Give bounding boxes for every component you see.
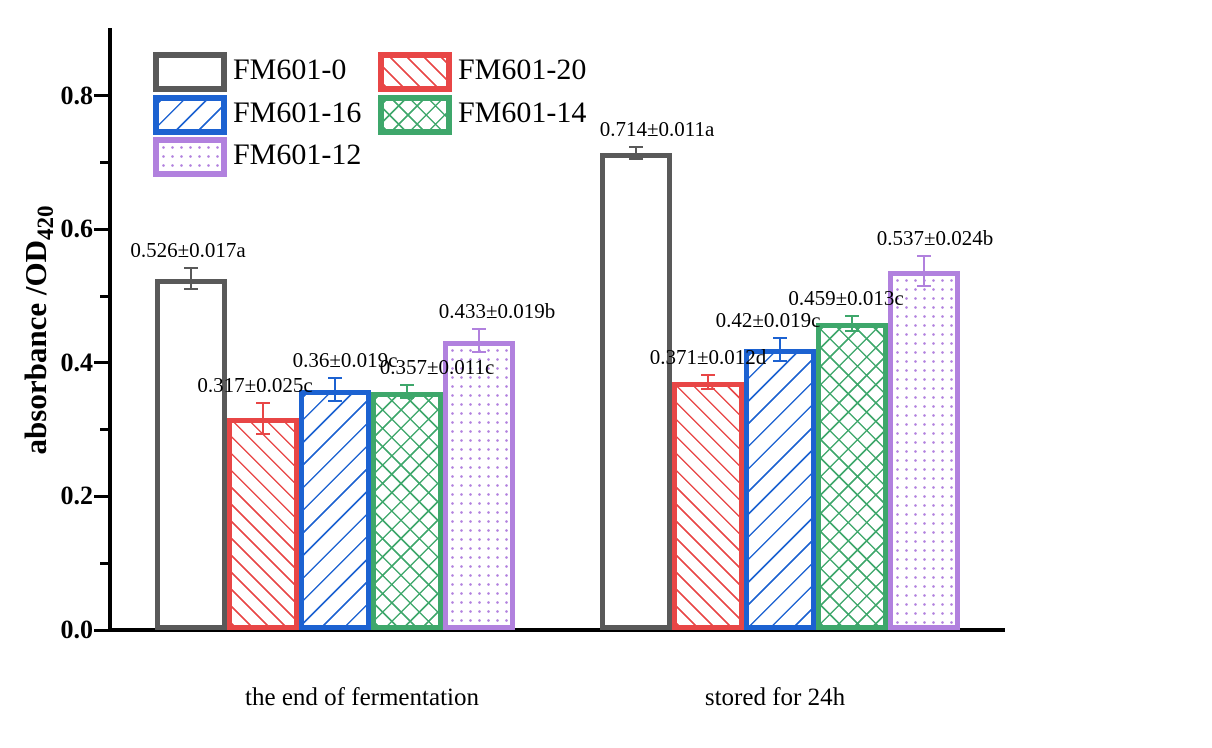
error-bar-stem (851, 314, 853, 333)
error-bar-stem (707, 374, 709, 391)
y-major-tick-0.4 (94, 361, 108, 365)
legend-swatch-FM601-0 (153, 52, 227, 92)
error-bar-cap-top (701, 374, 715, 377)
error-bar-cap-bottom (256, 432, 270, 435)
value-label-FM601-16-group2: 0.42±0.019c (715, 307, 821, 332)
error-bar-stem (923, 255, 925, 288)
y-major-tick-0.6 (94, 227, 108, 231)
value-label-FM601-0-group1: 0.526±0.017a (130, 238, 246, 263)
legend-label-FM601-16: FM601-16 (233, 96, 362, 129)
y-major-tick-0.0 (94, 628, 108, 632)
error-bar-FM601-16-group1 (327, 376, 343, 403)
y-minor-tick-0.7 (100, 160, 108, 164)
bar-FM601-20-group1 (227, 418, 299, 630)
y-tick-label-0.6: 0.6 (60, 214, 94, 244)
bar-FM601-14-group1 (371, 391, 443, 630)
legend-label-FM601-20: FM601-20 (458, 53, 587, 86)
y-axis-title-text: absorbance /OD (18, 240, 53, 455)
error-bar-cap-top (472, 328, 486, 331)
error-bar-stem (334, 376, 336, 403)
legend-swatch-FM601-16 (153, 95, 227, 135)
error-bar-cap-bottom (701, 388, 715, 391)
value-label-FM601-16-group1: 0.36±0.019c (292, 347, 398, 372)
y-minor-tick-0.3 (100, 428, 108, 432)
bar-FM601-0-group1 (155, 278, 227, 630)
bar-FM601-20-group2 (672, 382, 744, 630)
error-bar-stem (779, 336, 781, 363)
y-major-tick-0.2 (94, 494, 108, 498)
legend-label-FM601-0: FM601-0 (233, 53, 347, 86)
error-bar-stem (406, 384, 408, 399)
x-axis-spine (108, 628, 1005, 632)
error-bar-stem (262, 401, 264, 435)
error-bar-stem (478, 328, 480, 354)
plot-area: 0.526±0.017a 0.714±0.011a 0.317±0.025c 0.37… (110, 28, 1005, 630)
y-tick-label-0.0: 0.0 (60, 615, 94, 644)
y-tick-label-0.8: 0.8 (60, 80, 94, 110)
legend-swatch-FM601-14 (378, 95, 452, 135)
legend-swatch-FM601-12 (153, 137, 227, 177)
legend-swatch-FM601-20 (378, 52, 452, 92)
bar-FM601-16-group2 (744, 349, 816, 630)
error-bar-FM601-0-group2 (628, 145, 644, 161)
error-bar-FM601-20-group1 (255, 401, 271, 435)
value-label-FM601-12-group2: 0.537±0.024b (876, 226, 994, 251)
bar-FM601-14-group2 (816, 323, 888, 630)
y-tick-label-0.4: 0.4 (60, 347, 94, 377)
y-minor-tick-0.5 (100, 294, 108, 298)
bar-FM601-0-group2 (600, 153, 672, 630)
error-bar-cap-top (629, 145, 643, 148)
bar-FM601-12-group1 (443, 340, 515, 630)
x-category-label-2: stored for 24h (704, 684, 846, 711)
error-bar-cap-bottom (472, 351, 486, 354)
error-bar-cap-bottom (328, 400, 342, 403)
bar-FM601-12-group2 (888, 271, 960, 630)
error-bar-stem (635, 145, 637, 161)
error-bar-FM601-20-group2 (700, 374, 716, 391)
error-bar-cap-top (845, 314, 859, 317)
error-bar-cap-top (328, 376, 342, 379)
error-bar-cap-bottom (629, 158, 643, 161)
error-bar-cap-top (917, 255, 931, 258)
error-bar-FM601-12-group2 (916, 255, 932, 288)
error-bar-cap-top (256, 401, 270, 404)
error-bar-cap-bottom (184, 287, 198, 290)
y-major-tick-0.8 (94, 94, 108, 98)
y-axis-title: absorbance /OD420 (18, 140, 58, 520)
error-bar-cap-top (773, 336, 787, 339)
value-label-FM601-0-group2: 0.714±0.011a (599, 116, 715, 141)
y-tick-label-0.2: 0.2 (60, 481, 94, 511)
value-label-FM601-14-group1: 0.357±0.011c (379, 355, 495, 380)
bar-FM601-16-group1 (299, 389, 371, 630)
x-category-label-1: the end of fermentation (245, 684, 479, 711)
value-label-FM601-20-group1: 0.317±0.025c (197, 372, 313, 397)
error-bar-cap-bottom (773, 360, 787, 363)
error-bar-FM601-12-group1 (471, 328, 487, 354)
y-minor-tick-0.1 (100, 561, 108, 565)
legend-label-FM601-12: FM601-12 (233, 138, 362, 171)
error-bar-cap-bottom (845, 330, 859, 333)
y-axis-spine (108, 28, 112, 632)
error-bar-cap-bottom (917, 285, 931, 288)
value-label-FM601-14-group2: 0.459±0.013c (788, 285, 904, 310)
value-label-FM601-12-group1: 0.433±0.019b (438, 299, 556, 324)
error-bar-FM601-16-group2 (772, 336, 788, 363)
value-label-FM601-20-group2: 0.371±0.012d (649, 345, 767, 370)
error-bar-cap-bottom (400, 396, 414, 399)
error-bar-FM601-0-group1 (183, 267, 199, 290)
legend-label-FM601-14: FM601-14 (458, 96, 587, 129)
error-bar-FM601-14-group1 (399, 384, 415, 399)
error-bar-cap-top (400, 384, 414, 387)
error-bar-FM601-14-group2 (844, 314, 860, 333)
error-bar-cap-top (184, 267, 198, 270)
error-bar-stem (190, 267, 192, 290)
